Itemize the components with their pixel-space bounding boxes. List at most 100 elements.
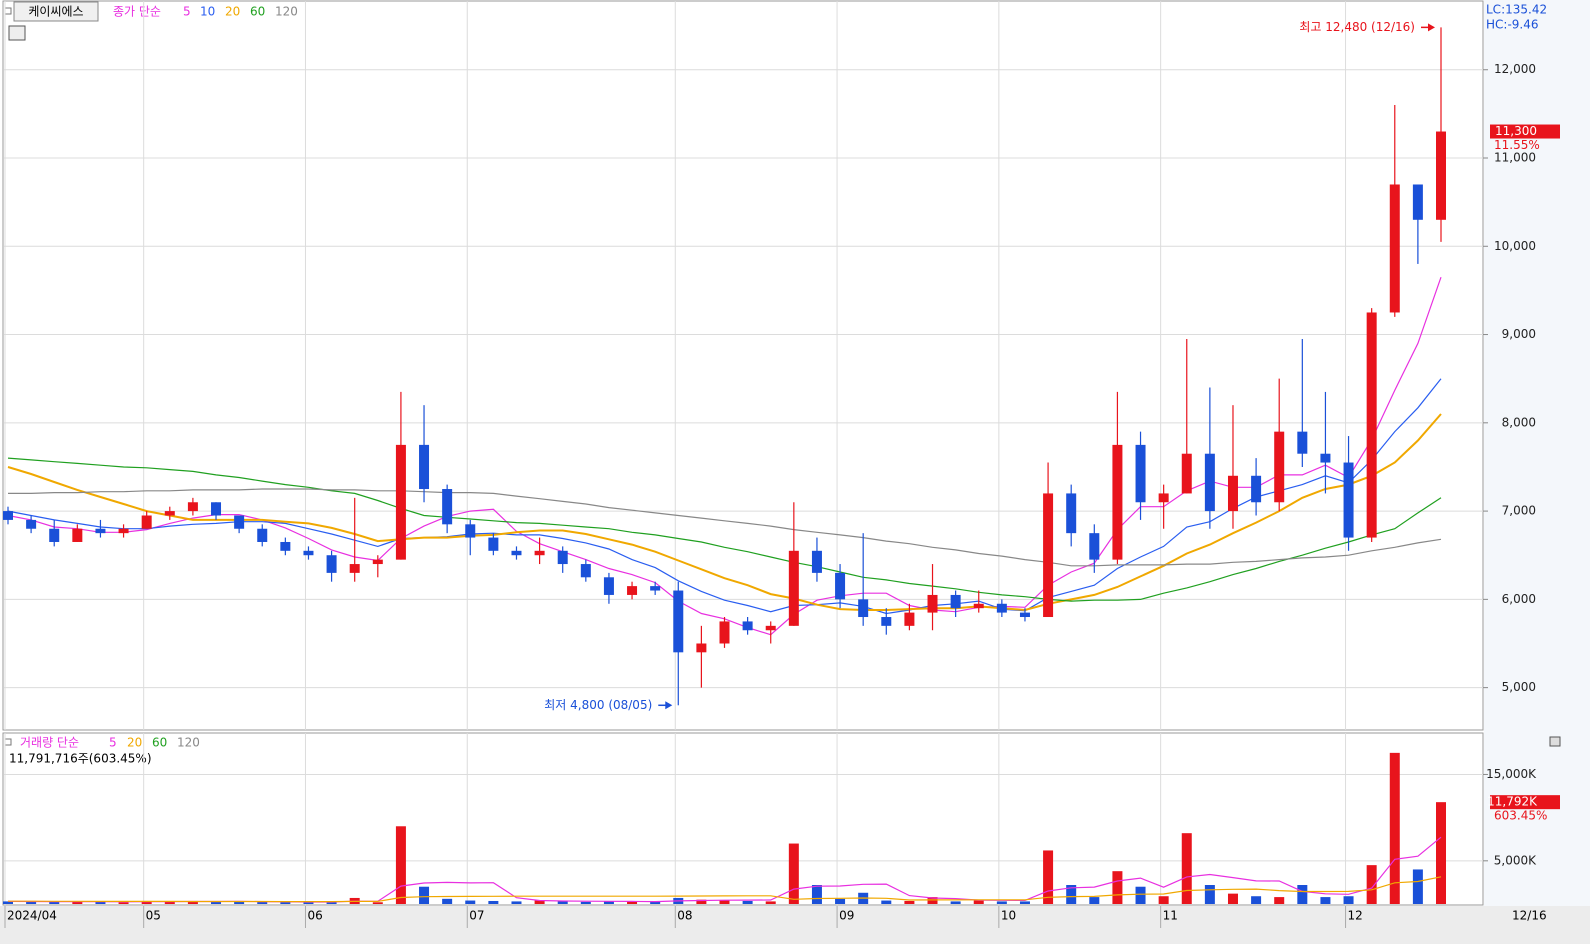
volume-bar	[326, 901, 337, 904]
last-value-label: 11,792K	[1487, 795, 1538, 809]
candle-body	[927, 594, 938, 613]
candle-body	[1204, 453, 1215, 512]
volume-bar	[1204, 885, 1215, 904]
y-tick-label: 10,000	[1494, 239, 1536, 253]
volume-bar	[257, 902, 268, 904]
candle-body	[419, 444, 430, 490]
volume-bar	[1320, 897, 1331, 904]
volume-bar	[603, 901, 614, 904]
candle-body	[141, 515, 152, 529]
y-tick-label: 15,000K	[1486, 767, 1537, 781]
close-button[interactable]	[1549, 736, 1561, 747]
candle-body	[1251, 475, 1262, 503]
candle-body	[349, 564, 360, 573]
x-tick-label: 10	[1001, 909, 1016, 923]
volume-bar	[1181, 833, 1192, 904]
y-tick-label: 5,000	[1502, 680, 1536, 694]
candle-body	[3, 511, 13, 520]
candle-body	[788, 550, 799, 626]
candle-body	[973, 603, 984, 609]
candle-body	[326, 555, 337, 573]
candle-body	[811, 550, 822, 573]
candle-body	[1343, 462, 1354, 538]
volume-bar	[627, 901, 638, 904]
volume-bar	[1366, 865, 1377, 904]
volume-bar	[1343, 896, 1354, 904]
legend-item: 20	[225, 5, 240, 19]
x-axis-strip	[0, 906, 1590, 944]
x-tick-label: 07	[469, 909, 484, 923]
candle-body	[257, 528, 268, 542]
legend-item: 10	[200, 5, 215, 19]
volume-bar	[26, 901, 37, 904]
last-value-badge	[1490, 795, 1560, 810]
candle-body	[234, 515, 245, 529]
volume-bar	[1412, 869, 1423, 904]
legend-item: 5	[183, 5, 191, 19]
volume-bar	[719, 900, 730, 904]
volume-bar	[395, 826, 406, 904]
candle-body	[372, 559, 383, 565]
name-box[interactable]	[13, 1, 99, 22]
candle-body	[858, 599, 869, 618]
last-date: 12/16	[1512, 909, 1547, 923]
candle-body	[187, 502, 198, 512]
x-tick-label: 12	[1348, 909, 1363, 923]
candle-body	[1158, 493, 1169, 503]
candle-body	[765, 625, 776, 631]
ma-line	[7, 457, 1442, 602]
candle-body	[211, 502, 222, 516]
volume-bar	[996, 901, 1007, 904]
candle-body	[719, 621, 730, 644]
volume-bar	[742, 900, 753, 904]
x-tick-label: 2024/04	[7, 909, 57, 923]
candle-body	[72, 528, 83, 542]
volume-bar	[95, 901, 106, 904]
volume-bar	[835, 898, 846, 904]
legend-item: 20	[127, 736, 142, 750]
candle-body	[557, 550, 568, 565]
candle-body	[164, 511, 175, 516]
volume-bar	[765, 901, 776, 904]
legend-item: 120	[275, 5, 298, 19]
candle-body	[627, 586, 638, 595]
candle-body	[465, 524, 476, 538]
volume-bar	[1112, 871, 1123, 904]
candle-body	[696, 643, 707, 653]
candle-body	[1089, 533, 1100, 560]
candle-body	[1019, 612, 1030, 618]
candle-body	[1066, 493, 1077, 534]
volume-bar	[372, 902, 383, 904]
last-change-label: 603.45%	[1494, 809, 1547, 823]
ma-line	[8, 488, 1442, 567]
candle-body	[95, 528, 106, 534]
annotation-arrowhead	[665, 701, 673, 710]
volume-bar	[511, 901, 522, 904]
table-button[interactable]	[8, 25, 26, 41]
x-tick-label: 06	[307, 909, 322, 923]
legend-item: 5	[109, 736, 117, 750]
volume-bar	[280, 902, 291, 904]
stock-name: 케이씨에스	[28, 5, 83, 19]
candle-body	[1412, 184, 1423, 220]
y-tick-label: 7,000	[1502, 504, 1536, 518]
candle-body	[442, 489, 453, 525]
candle-body	[395, 444, 406, 560]
candle-body	[1436, 131, 1446, 220]
candle-body	[1320, 453, 1331, 463]
annotation: 최고 12,480 (12/16)	[1299, 20, 1415, 34]
volume-bar	[1251, 896, 1262, 904]
volume-bar	[927, 897, 938, 904]
candle-body	[996, 603, 1007, 613]
candle-body	[904, 612, 915, 626]
candle-body	[742, 621, 753, 631]
candle-body	[1389, 184, 1400, 313]
volume-bar	[788, 843, 799, 904]
candle-body	[511, 550, 522, 556]
volume-bar	[1436, 802, 1446, 904]
candle-body	[881, 617, 892, 626]
volume-bar	[696, 899, 707, 904]
legend-item: 120	[177, 736, 200, 750]
y-tick-label: 12,000	[1494, 62, 1536, 76]
x-tick-label: 05	[146, 909, 161, 923]
